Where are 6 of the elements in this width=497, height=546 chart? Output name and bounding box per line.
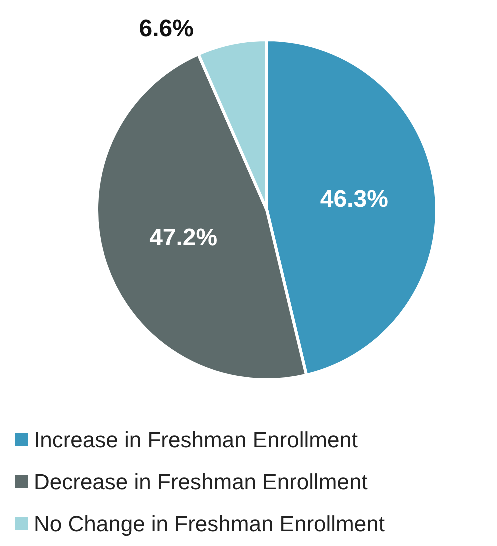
data-label: 46.3% [320, 186, 388, 214]
legend-label: Increase in Freshman Enrollment [34, 428, 358, 452]
data-label: 47.2% [150, 224, 218, 252]
data-label: 6.6% [139, 15, 194, 42]
legend-label: Decrease in Freshman Enrollment [34, 470, 368, 494]
legend-label: No Change in Freshman Enrollment [34, 512, 385, 536]
